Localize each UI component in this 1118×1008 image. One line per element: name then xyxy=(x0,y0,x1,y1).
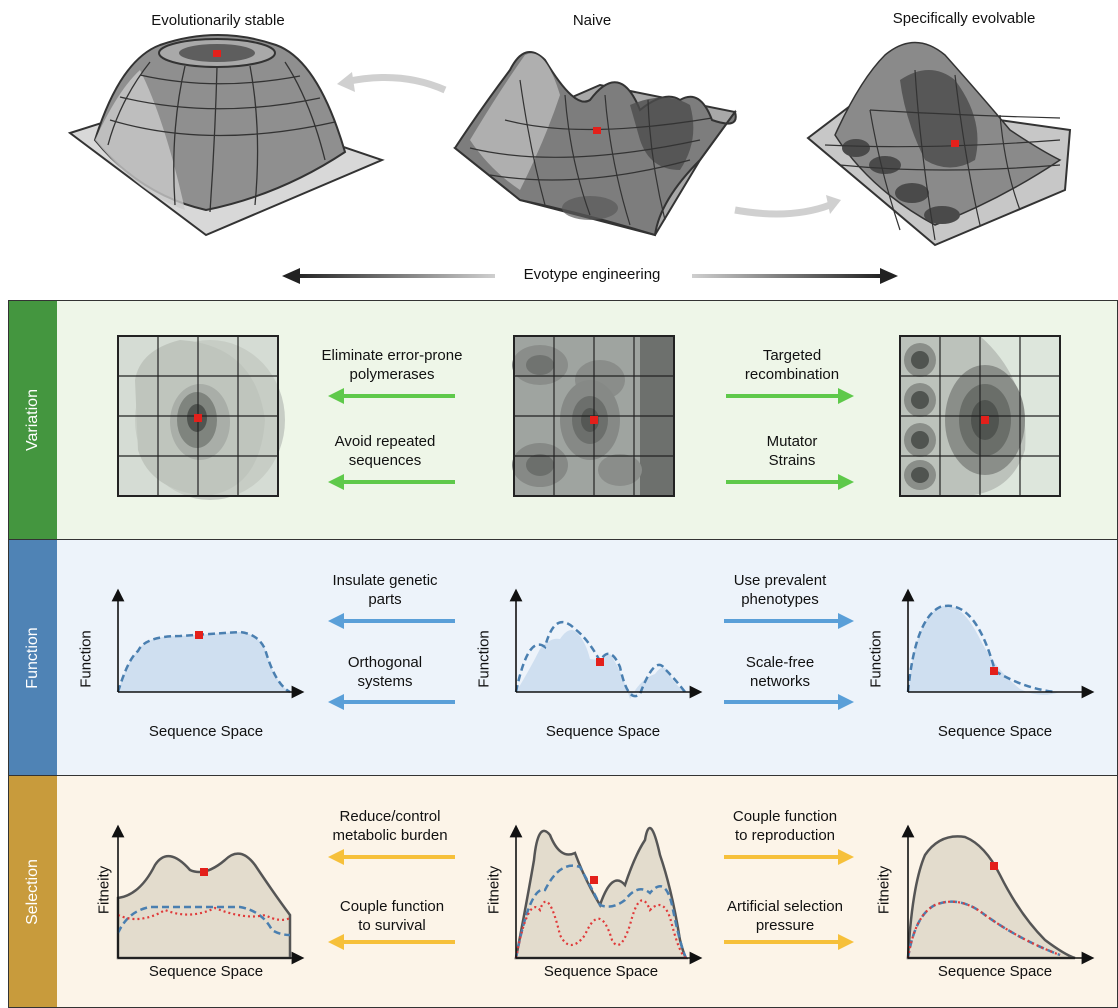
selection-xlabel-2: Sequence Space xyxy=(543,963,659,980)
stable-landscape xyxy=(67,34,385,237)
selection-xlabel-3: Sequence Space xyxy=(937,963,1053,980)
selection-ylabel-3: Fitneity xyxy=(875,865,893,915)
variation-right-label-2: Mutator Strains xyxy=(766,433,818,469)
selection-ylabel-1: Fitneity xyxy=(95,865,113,915)
function-ylabel-3: Function xyxy=(867,630,885,688)
variation-right-label-1: Targeted recombination xyxy=(744,347,840,383)
selection-ylabel-2: Fitneity xyxy=(485,865,503,915)
landscape-title-naive: Naive xyxy=(572,12,612,29)
landscape-title-stable: Evolutionarily stable xyxy=(151,12,285,29)
variation-left-label-2: Avoid repeated sequences xyxy=(334,433,436,469)
landscapes-illustration xyxy=(67,34,1072,284)
function-xlabel-2: Sequence Space xyxy=(545,723,661,740)
variation-grids xyxy=(117,335,1061,500)
naive-landscape xyxy=(453,51,737,237)
function-xlabel-3: Sequence Space xyxy=(937,723,1053,740)
selection-right-label-1: Couple function to reproduction xyxy=(732,808,838,844)
selection-plots xyxy=(111,824,1095,965)
selection-left-label-1: Reduce/control metabolic burden xyxy=(332,808,448,844)
function-left-label-1: Insulate genetic parts xyxy=(332,572,438,608)
function-left-label-2: Orthogonal systems xyxy=(347,654,423,690)
function-right-label-1: Use prevalent phenotypes xyxy=(733,572,827,608)
function-ylabel-2: Function xyxy=(475,630,493,688)
landscape-title-evolvable: Specifically evolvable xyxy=(892,10,1036,27)
function-plots xyxy=(111,588,1095,710)
selection-right-label-2: Artificial selection pressure xyxy=(727,898,843,934)
function-ylabel-1: Function xyxy=(77,630,95,688)
selection-sidebar: Selection xyxy=(9,776,57,1007)
evotype-engineering-label: Evotype engineering xyxy=(523,266,661,283)
variation-sidebar: Variation xyxy=(9,301,57,539)
function-right-label-2: Scale-free networks xyxy=(745,654,815,690)
selection-xlabel-1: Sequence Space xyxy=(148,963,264,980)
function-xlabel-1: Sequence Space xyxy=(148,723,264,740)
function-sidebar: Function xyxy=(9,540,57,775)
evolvable-landscape xyxy=(806,41,1072,247)
selection-left-label-2: Couple function to survival xyxy=(339,898,445,934)
variation-left-label-1: Eliminate error-prone polymerases xyxy=(321,347,463,383)
